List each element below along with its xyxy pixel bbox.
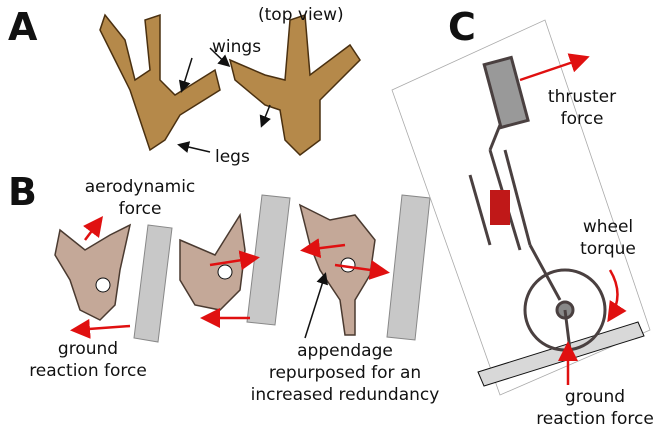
- annotation: repurposed for an: [269, 363, 421, 383]
- panel-label: C: [448, 5, 476, 49]
- wall-panels: [133, 194, 431, 343]
- annotation: (top view): [258, 5, 344, 25]
- annotation: torque: [580, 239, 636, 259]
- frame: [391, 19, 651, 396]
- annotation: aerodynamic: [85, 177, 196, 197]
- force-arrow: [519, 53, 590, 82]
- annotation: thruster: [548, 87, 616, 107]
- pointer-arrows: [177, 47, 271, 153]
- annotation: wheel: [583, 217, 633, 237]
- annotation: appendage: [297, 341, 393, 361]
- ground-slab: [477, 321, 645, 387]
- annotation: reaction force: [536, 409, 654, 429]
- birds-side-view: [54, 203, 376, 336]
- center-of-mass: [95, 257, 356, 293]
- annotation: increased redundancy: [251, 385, 440, 405]
- pointer-arrow: [304, 272, 328, 339]
- annotation: force: [119, 199, 162, 219]
- annotation: ground: [565, 387, 625, 407]
- bird-top-view: [99, 13, 361, 156]
- annotation: force: [561, 109, 604, 129]
- force-arrows: [70, 216, 390, 339]
- torque-arrow: [607, 269, 627, 323]
- annotation: wings: [212, 37, 261, 57]
- annotation: legs: [215, 147, 250, 167]
- annotation: ground: [58, 339, 118, 359]
- panel-label: A: [8, 5, 38, 49]
- annotation: reaction force: [29, 361, 147, 381]
- panel-label: B: [8, 170, 37, 214]
